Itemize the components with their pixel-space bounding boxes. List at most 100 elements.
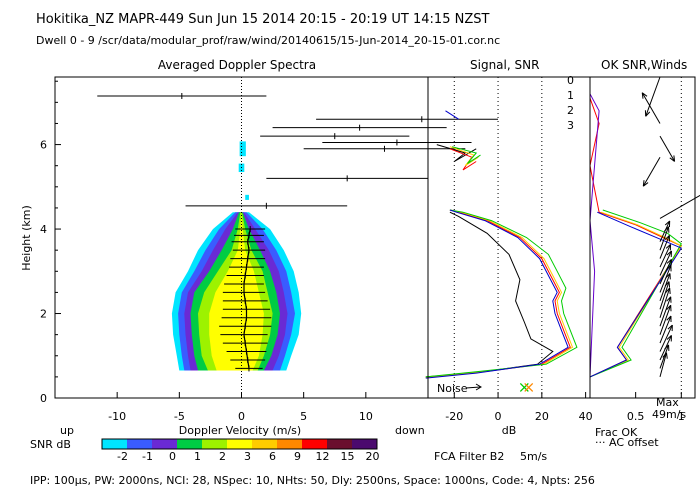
colorbar-tick-label: -1: [142, 450, 153, 463]
signal-line: [425, 211, 554, 378]
channel-3-label: 3: [567, 119, 574, 132]
signal-snr-axis-ticks: -20 0 20 40: [445, 392, 593, 423]
wind-barb-icon: [644, 76, 661, 117]
wind-barb-icon: [659, 304, 672, 335]
doppler-x-axis-label: Doppler Velocity (m/s): [179, 424, 301, 437]
snr-marker: [519, 382, 529, 392]
wind-barb-icon: [659, 244, 672, 268]
x-tick-label: 1: [678, 410, 685, 423]
doppler-spectra-title: Averaged Doppler Spectra: [158, 58, 316, 72]
ac-offset-label: ··· AC offset: [595, 436, 659, 449]
signal-snr-dotted-lines: [453, 77, 543, 398]
x-tick-label: -10: [108, 410, 126, 423]
x-tick-label: 0: [495, 410, 502, 423]
wind-barb-icon: [659, 324, 673, 352]
filter-speed: 5m/s: [520, 450, 547, 463]
snr-line-3: [425, 209, 569, 379]
colorbar-frame: [101, 438, 378, 450]
colorbar-tick-label: 6: [269, 450, 276, 463]
channel-0-label: 0: [567, 74, 574, 87]
wind-barb-icon: [659, 250, 672, 276]
signal-snr-lines: [425, 110, 578, 392]
wind-barb-icon: [659, 315, 672, 344]
down-label: down: [395, 424, 425, 437]
spectra-upper-patch: [245, 194, 249, 200]
colorbar-cell: [152, 439, 177, 449]
colorbar-tick-label: -2: [117, 450, 128, 463]
colorbar-tick-label: 12: [316, 450, 330, 463]
up-label: up: [60, 424, 74, 437]
x-tick-label: 20: [535, 410, 549, 423]
snr-line-1: [425, 209, 574, 378]
wind-barb-icon: [659, 220, 671, 242]
colorbar-cell: [302, 439, 327, 449]
colorbar-cell: [202, 439, 227, 449]
wind-barb-icon: [659, 135, 676, 162]
wind-barb-icon: [659, 296, 672, 327]
frac-ok-axis-ticks: 0.5 1: [627, 392, 685, 423]
wind-barb-icon: [659, 335, 672, 361]
x-tick-label: 5: [300, 410, 307, 423]
colorbar-cell: [227, 439, 252, 449]
frac-ok-line: [589, 211, 683, 378]
colorbar-title: SNR dB: [30, 438, 71, 451]
y-tick-label: 2: [40, 308, 47, 321]
spectra-upper-patch: [239, 141, 246, 157]
colorbar-tick-label: 15: [341, 450, 355, 463]
doppler-axis-ticks: -10 -5 0 5 10 0 2 4 6: [40, 80, 373, 423]
channel-1-label: 1: [567, 89, 574, 102]
wind-barb-icon: [659, 287, 671, 318]
x-tick-label: 10: [359, 410, 373, 423]
footer-params: IPP: 100µs, PW: 2000ns, NCI: 28, NSpec: …: [30, 474, 595, 487]
y-tick-label: 4: [40, 223, 47, 236]
frac-ok-lines: [589, 77, 683, 398]
colorbar-cell: [127, 439, 152, 449]
channel-2-label: 2: [567, 104, 574, 117]
header-title: Hokitika_NZ MAPR-449 Sun Jun 15 2014 20:…: [36, 12, 489, 27]
frac-ok-line: [589, 209, 682, 378]
spectra-heatmap: [171, 77, 302, 398]
max-label: Max: [656, 396, 679, 409]
frac-ok-line: [589, 93, 600, 377]
noise-arrow-icon: [465, 383, 482, 391]
colorbar-cell: [252, 439, 277, 449]
noise-label: Noise: [437, 382, 468, 395]
filter-label: FCA Filter B2: [434, 450, 504, 463]
velocity-profile: [97, 93, 498, 372]
channel-legend: 0 1 2 3: [567, 74, 574, 132]
x-tick-label: -5: [174, 410, 185, 423]
snr-line-0: [425, 209, 571, 379]
colorbar-cell: [277, 439, 302, 449]
colorbar-tick-label: 1: [194, 450, 201, 463]
colorbar-cell: [177, 439, 202, 449]
wind-barb-icon: [659, 235, 670, 259]
ok-snr-plot-frame: [589, 76, 696, 399]
colorbar-cell: [352, 439, 377, 449]
ok-snr-winds-title: OK SNR,Winds: [601, 58, 687, 72]
colorbar-tick-label: 2: [219, 450, 226, 463]
db-axis-label: dB: [502, 424, 517, 437]
frac-ok-line: [589, 211, 683, 378]
wind-barb-icon: [659, 259, 672, 285]
signal-snr-title: Signal, SNR: [470, 58, 539, 72]
signal-snr-panel: Signal, SNR -20 0 20 40 dB Noise 0 1 2 3: [425, 58, 593, 437]
profile-line: [243, 228, 251, 369]
header-file-path: Dwell 0 - 9 /scr/data/modular_prof/raw/w…: [36, 34, 500, 47]
y-tick-label: 6: [40, 139, 47, 152]
colorbar-tick-label: 20: [366, 450, 380, 463]
x-tick-label: 0.5: [627, 410, 645, 423]
colorbar-tick-label: 9: [294, 450, 301, 463]
doppler-spectra-panel: Averaged Doppler Spectra -10 -5 0 5 10 0 2 4 6 u…: [20, 58, 498, 437]
max-value-label: 49m/s: [652, 408, 686, 421]
frac-ok-label: Frac OK: [595, 426, 638, 439]
wind-barb-icon: [641, 92, 661, 124]
colorbar-tick-label: 0: [169, 450, 176, 463]
snr-marker: [524, 382, 534, 392]
upper-snr-line: [451, 146, 481, 165]
wind-barb-icon: [659, 194, 700, 219]
wind-barbs: [641, 76, 700, 378]
ok-snr-winds-panel: OK SNR,Winds 0.5 1 Frac OK ··· AC offset …: [589, 58, 700, 449]
snr-line-2: [425, 209, 578, 378]
y-tick-label: 0: [40, 392, 47, 405]
